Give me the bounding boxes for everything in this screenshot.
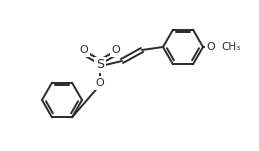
Text: O: O (207, 42, 215, 52)
Text: O: O (112, 45, 120, 55)
Text: O: O (80, 45, 88, 55)
Text: S: S (96, 58, 104, 72)
Text: CH₃: CH₃ (221, 42, 240, 52)
Text: O: O (96, 78, 104, 88)
